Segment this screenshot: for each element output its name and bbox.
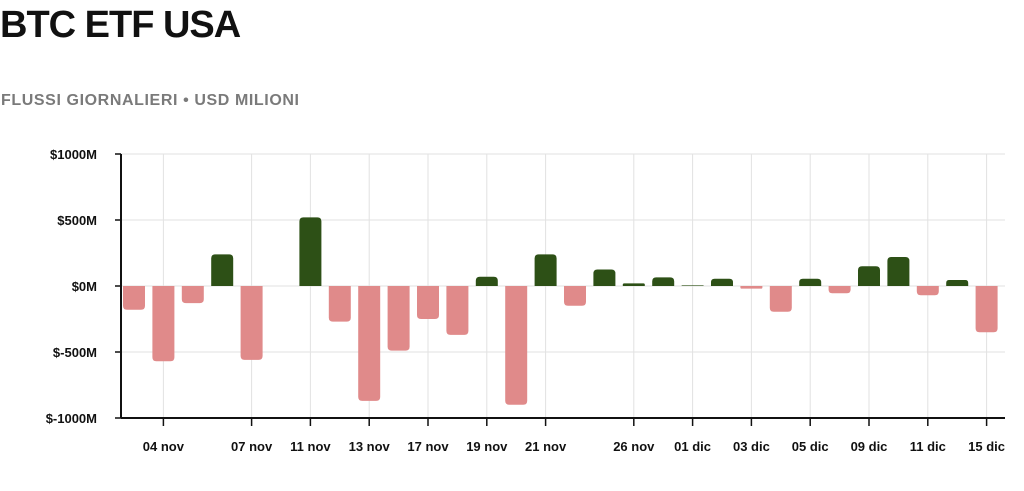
x-tick-label: 07 nov [231, 439, 273, 454]
bar [417, 286, 439, 319]
bar [358, 286, 381, 401]
bar [534, 254, 557, 286]
bar [916, 286, 939, 296]
bar [328, 286, 351, 322]
y-tick-label: $0M [72, 279, 97, 294]
bar [946, 280, 969, 286]
bar [181, 286, 204, 304]
bar [740, 286, 763, 289]
chart-title: BTC ETF USA [0, 4, 241, 46]
x-tick-label: 15 dic [968, 439, 1005, 454]
bar [211, 254, 234, 286]
bar [887, 256, 910, 286]
x-tick-label: 17 nov [407, 439, 449, 454]
x-tick-label: 03 dic [733, 439, 770, 454]
bar [828, 286, 851, 294]
y-tick-label: $-500M [53, 345, 97, 360]
x-tick-label: 01 dic [674, 439, 711, 454]
bar [240, 286, 263, 360]
bar [622, 283, 645, 286]
bar [152, 286, 175, 362]
bar [446, 286, 469, 335]
axes [115, 153, 1005, 426]
y-tick-label: $1000M [50, 147, 97, 162]
bar [593, 269, 616, 286]
bar [387, 286, 410, 351]
x-tick-label: 09 dic [851, 439, 888, 454]
x-tick-label: 11 nov [290, 439, 331, 454]
bar [652, 277, 675, 286]
chart-subtitle: FLUSSI GIORNALIERI • USD MILIONI [1, 92, 300, 109]
bar [769, 286, 792, 312]
x-tick-label: 11 dic [910, 439, 946, 454]
x-tick-label: 19 nov [466, 439, 508, 454]
y-tick-label: $500M [57, 213, 97, 228]
bar [799, 278, 822, 286]
x-tick-label: 05 dic [792, 439, 829, 454]
bar-series [123, 217, 998, 405]
bar [564, 286, 586, 306]
bar [858, 266, 880, 286]
x-tick-label: 13 nov [349, 439, 391, 454]
bar [123, 286, 145, 310]
x-tick-label: 21 nov [525, 439, 567, 454]
x-tick-label: 26 nov [613, 439, 655, 454]
y-tick-label: $-1000M [46, 411, 97, 426]
x-tick-label: 04 nov [143, 439, 185, 454]
bar [711, 278, 733, 286]
bar [299, 217, 322, 286]
bar [681, 285, 704, 286]
tick-labels: $1000M $500M $0M $-500M $-1000M 04 nov 07 nov 1… [46, 147, 1005, 454]
bar [475, 276, 498, 286]
bar [505, 286, 528, 405]
bar [975, 286, 998, 333]
